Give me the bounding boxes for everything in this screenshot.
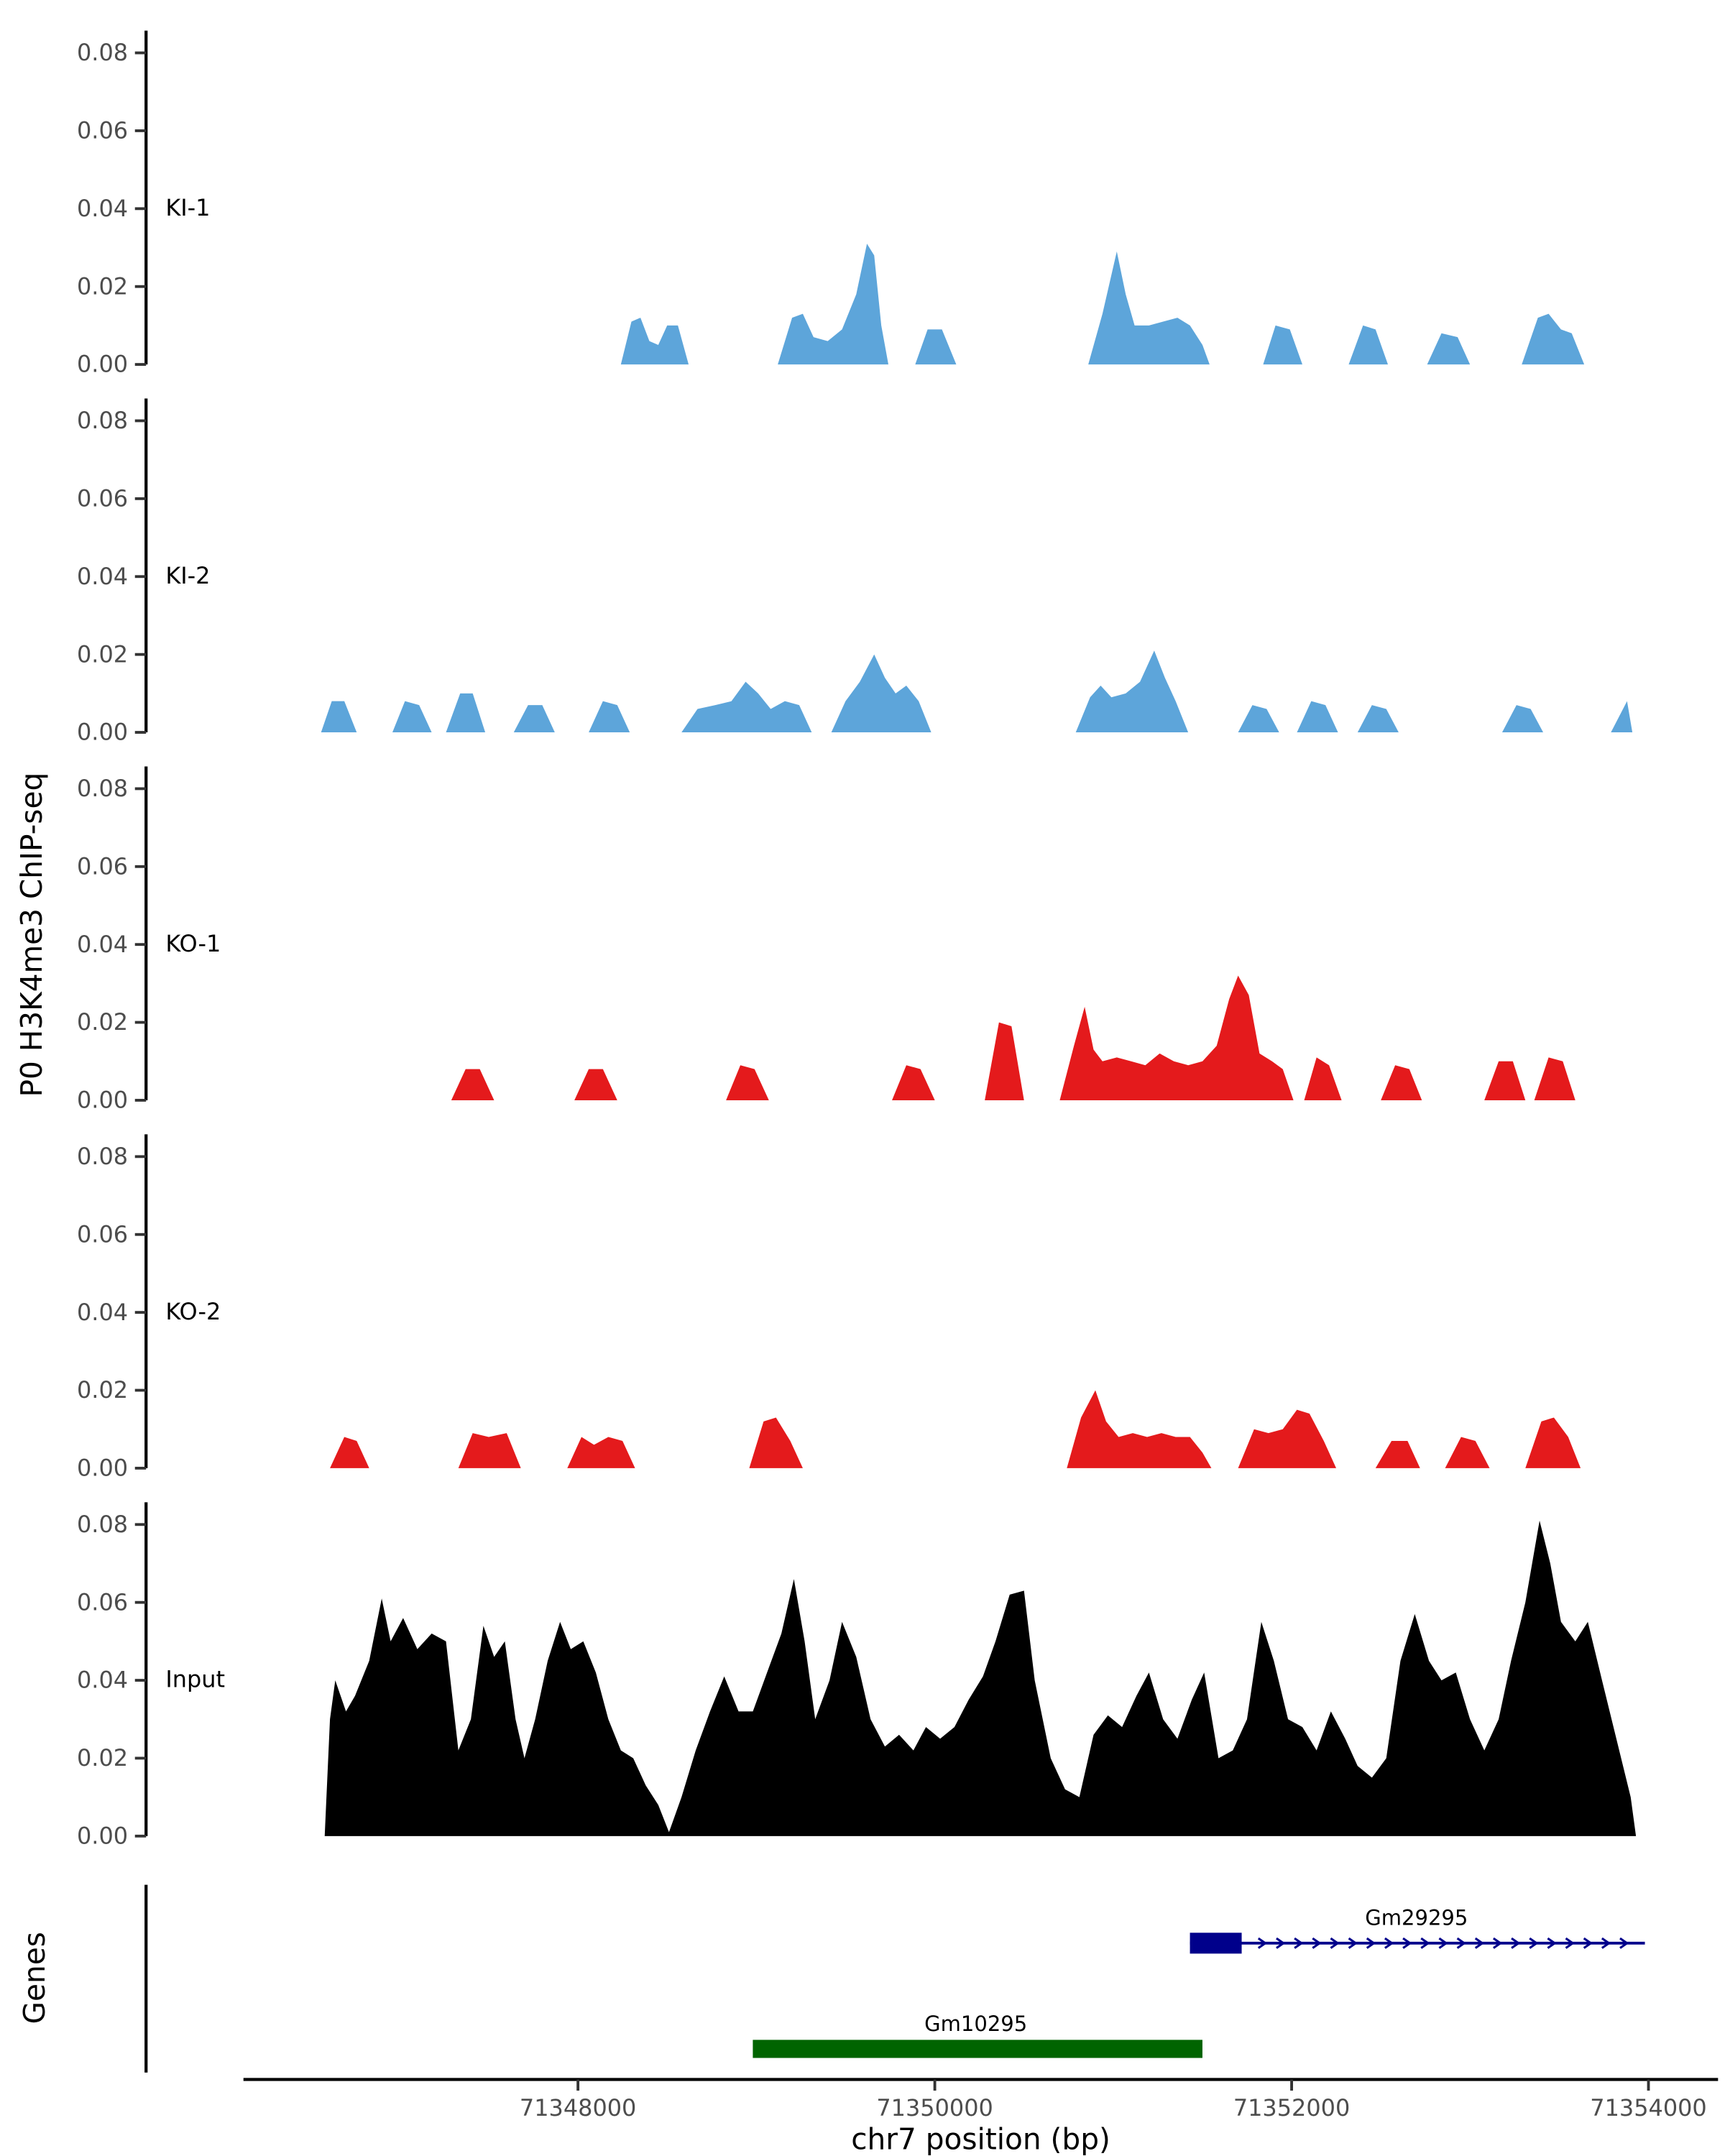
y-tick-label: 0.06 xyxy=(77,117,128,144)
gene-label: Gm29295 xyxy=(1365,1906,1468,1930)
strand-arrow-icon xyxy=(1366,1937,1376,1949)
gene-gm10295: Gm10295 xyxy=(753,2012,1202,2058)
y-tick-label: 0.06 xyxy=(77,1588,128,1616)
y-tick-label: 0.06 xyxy=(77,852,128,880)
strand-arrow-icon xyxy=(1312,1937,1322,1949)
track-ko-1: 0.00 0.02 0.04 0.06 0.08 KO-1 xyxy=(77,766,1576,1114)
y-tick-label: 0.00 xyxy=(77,351,128,378)
track-label-ko-1: KO-1 xyxy=(165,930,221,957)
strand-arrow-icon xyxy=(1276,1937,1286,1949)
track-label-input: Input xyxy=(165,1666,225,1693)
signal-area-ko-2 xyxy=(330,1390,1581,1468)
track-ki-1: 0.00 0.02 0.04 0.06 0.08 KI-1 xyxy=(77,30,1585,378)
y-tick-label: 0.06 xyxy=(77,485,128,512)
strand-arrow-icon xyxy=(1547,1937,1557,1949)
y-tick-label: 0.06 xyxy=(77,1220,128,1248)
strand-arrow-icon xyxy=(1348,1937,1358,1949)
x-axis: 71348000 71350000 71352000 71354000 xyxy=(243,2078,1719,2122)
y-tick-label: 0.04 xyxy=(77,1667,128,1694)
y-tick-label: 0.08 xyxy=(77,1143,128,1170)
gene-gm29295: Gm29295 xyxy=(1190,1906,1645,1954)
x-tick-label: 71352000 xyxy=(1233,2094,1350,2122)
y-tick-label: 0.08 xyxy=(77,407,128,434)
y-tick-label: 0.00 xyxy=(77,1087,128,1114)
signal-area-input xyxy=(324,1520,1637,1836)
y-tick-label: 0.04 xyxy=(77,931,128,958)
y-tick-label: 0.00 xyxy=(77,1455,128,1482)
strand-arrow-icon xyxy=(1402,1937,1412,1949)
y-tick-label: 0.00 xyxy=(77,719,128,746)
strand-arrow-icon xyxy=(1257,1937,1268,1949)
signal-tracks: 0.00 0.02 0.04 0.06 0.08 KI-1 0.00 0.02 0.04 0.06… xyxy=(77,30,1637,1849)
gene-label: Gm10295 xyxy=(924,2012,1027,2036)
track-label-ki-2: KI-2 xyxy=(165,562,210,589)
strand-arrow-icon xyxy=(1601,1937,1611,1949)
strand-arrow-icon xyxy=(1583,1937,1593,1949)
y-tick-label: 0.08 xyxy=(77,1511,128,1538)
strand-arrow-icon xyxy=(1294,1937,1304,1949)
y-axis-title: P0 H3K4me3 ChIP-seq xyxy=(14,773,49,1097)
x-tick-label: 71350000 xyxy=(876,2094,993,2122)
track-input: 0.00 0.02 0.04 0.06 0.08 Input xyxy=(77,1502,1637,1849)
strand-arrow-icon xyxy=(1456,1937,1466,1949)
y-tick-label: 0.02 xyxy=(77,1008,128,1036)
track-ko-2: 0.00 0.02 0.04 0.06 0.08 KO-2 xyxy=(77,1134,1581,1482)
y-tick-label: 0.00 xyxy=(77,1822,128,1849)
strand-arrow-icon xyxy=(1565,1937,1575,1949)
gene-exon xyxy=(1190,1932,1242,1954)
y-tick-label: 0.08 xyxy=(77,775,128,802)
y-tick-label: 0.02 xyxy=(77,272,128,300)
signal-area-ki-1 xyxy=(620,244,1585,365)
strand-arrow-icon xyxy=(1384,1937,1394,1949)
track-label-ko-2: KO-2 xyxy=(165,1298,221,1325)
track-label-ki-1: KI-1 xyxy=(165,194,210,221)
y-tick-label: 0.02 xyxy=(77,1376,128,1404)
gene-bar xyxy=(753,2040,1202,2058)
x-axis-title: chr7 position (bp) xyxy=(851,2122,1110,2156)
y-tick-label: 0.04 xyxy=(77,1299,128,1326)
y-tick-label: 0.04 xyxy=(77,563,128,590)
strand-arrow-icon xyxy=(1511,1937,1521,1949)
strand-arrow-icon xyxy=(1474,1937,1485,1949)
strand-arrow-icon xyxy=(1330,1937,1340,1949)
genes-track: Gm29295 Gm10295 xyxy=(144,1884,1645,2073)
y-tick-label: 0.04 xyxy=(77,195,128,222)
x-tick-label: 71354000 xyxy=(1590,2094,1706,2122)
strand-arrow-icon xyxy=(1420,1937,1430,1949)
strand-arrow-icon xyxy=(1619,1937,1629,1949)
signal-area-ki-2 xyxy=(321,650,1633,733)
strand-arrow-icon xyxy=(1438,1937,1448,1949)
genes-axis-title: Genes xyxy=(17,1932,52,2024)
strand-arrow-icon xyxy=(1492,1937,1503,1949)
x-tick-label: 71348000 xyxy=(520,2094,636,2122)
y-tick-label: 0.02 xyxy=(77,640,128,668)
y-tick-label: 0.02 xyxy=(77,1744,128,1772)
track-ki-2: 0.00 0.02 0.04 0.06 0.08 KI-2 xyxy=(77,398,1633,746)
y-tick-label: 0.08 xyxy=(77,39,128,66)
strand-arrow-icon xyxy=(1529,1937,1539,1949)
signal-area-ko-1 xyxy=(451,975,1576,1100)
